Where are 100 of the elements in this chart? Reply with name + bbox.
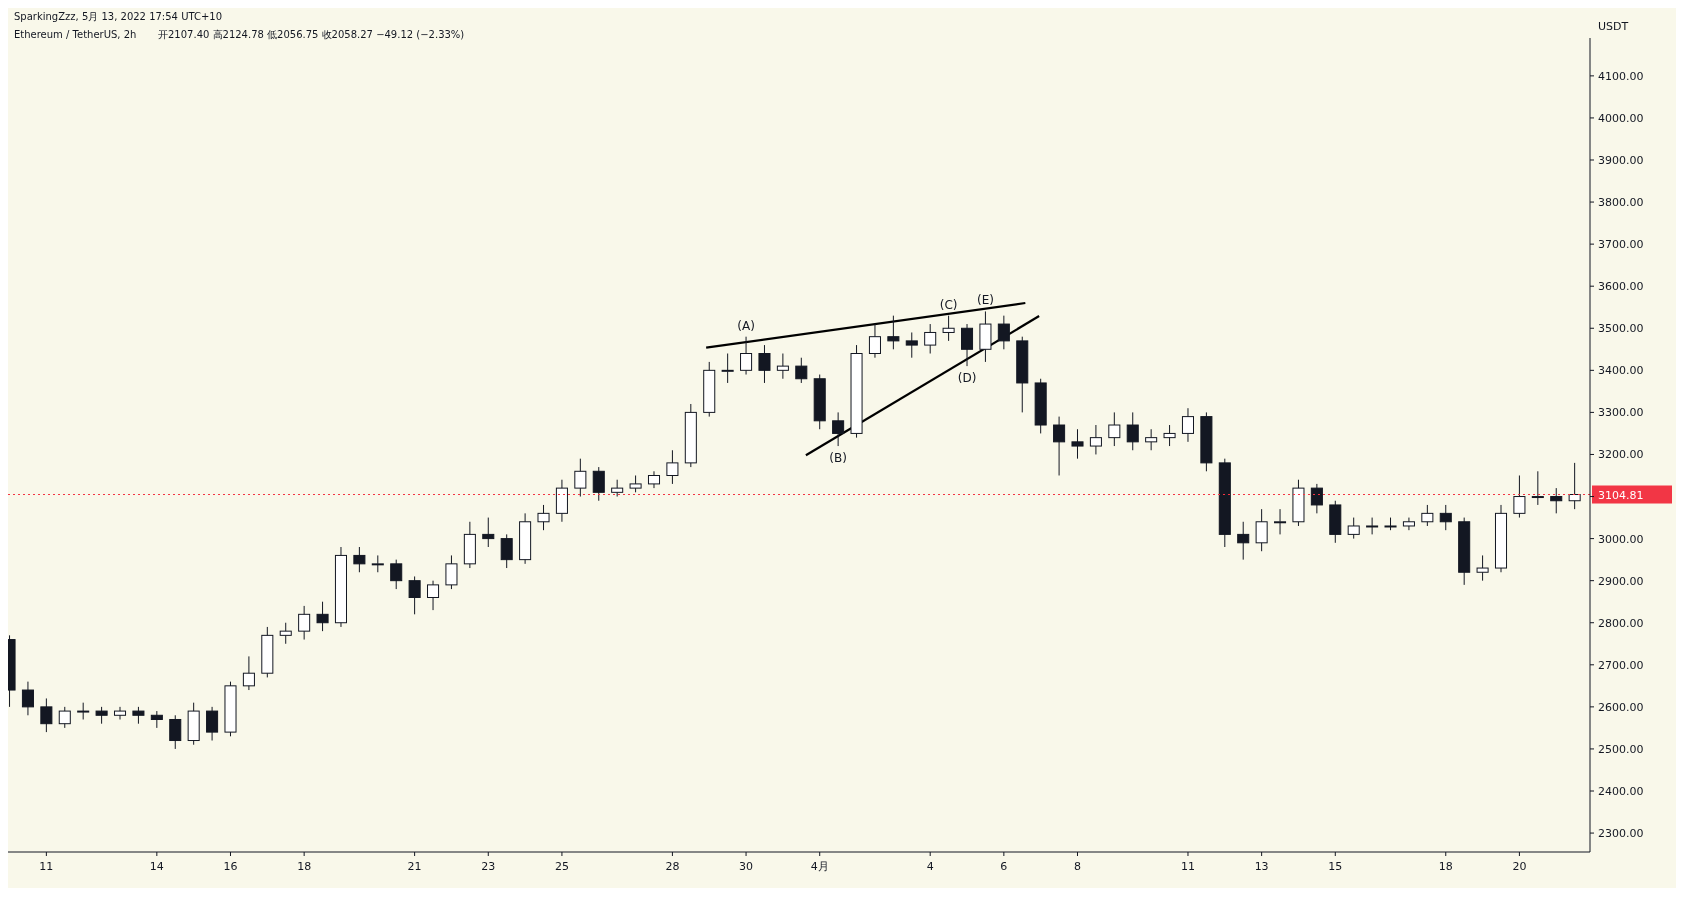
x-tick-label: 11 (1180, 860, 1195, 873)
candlestick (242, 655, 255, 691)
candlestick (721, 353, 734, 384)
candlestick (537, 504, 550, 531)
x-tick-label: 18 (1438, 860, 1453, 873)
candlestick (887, 315, 900, 350)
y-tick-label: 2700.00 (1598, 658, 1644, 672)
x-tick-label: 30 (739, 860, 754, 873)
x-tick-label: 18 (297, 860, 312, 873)
candlestick (113, 706, 127, 720)
x-tick-label: 16 (223, 860, 238, 873)
y-axis-title: USDT (1598, 20, 1629, 33)
candlestick (1237, 521, 1250, 561)
y-tick-label: 3900.00 (1598, 153, 1644, 167)
candlestick (1108, 411, 1121, 447)
candlestick (1053, 416, 1066, 476)
candlestick (316, 601, 329, 632)
y-tick-label: 2900.00 (1598, 574, 1644, 588)
candlestick (1421, 504, 1434, 527)
candlestick (1402, 517, 1415, 531)
candlestick (1550, 487, 1563, 514)
candlestick (905, 331, 918, 359)
candlestick (482, 517, 495, 548)
candlestick (353, 546, 366, 573)
y-tick-label: 3700.00 (1598, 238, 1644, 252)
y-tick-label: 2600.00 (1598, 700, 1644, 714)
x-tick-label: 25 (554, 860, 569, 873)
text: SparkingZzz, 5月 13, 2022 17:54 UTC+10 (14, 11, 223, 22)
candlestick (427, 580, 440, 611)
candlestick (592, 466, 605, 502)
annotation: (B) (829, 451, 847, 466)
y-tick-label: 4100.00 (1598, 69, 1644, 83)
y-tick-label: 2300.00 (1598, 827, 1644, 841)
candlestick (1476, 554, 1489, 582)
candlestick (1145, 428, 1158, 451)
candlestick (279, 622, 292, 645)
x-tick-label: 11 (39, 860, 54, 873)
x-tick-label: 8 (1074, 860, 1081, 873)
candlestick (832, 411, 845, 447)
candlestick (1163, 424, 1176, 447)
y-tick-label: 2800.00 (1598, 616, 1644, 630)
candlestick (961, 323, 974, 367)
x-tick-label: 21 (407, 860, 422, 873)
x-tick-label: 15 (1328, 860, 1343, 873)
candlestick (21, 681, 34, 716)
candlestick (1310, 483, 1323, 514)
y-tick-label: 3000.00 (1598, 532, 1644, 546)
candlestick (58, 706, 71, 729)
y-tick-label: 2400.00 (1598, 785, 1644, 798)
y-tick-label: 3800.00 (1598, 196, 1644, 210)
x-tick-label: 28 (665, 860, 680, 873)
x-tick-label: 6 (1000, 860, 1008, 873)
candlestick (1366, 517, 1379, 535)
candlestick (1274, 508, 1287, 535)
x-tick-label: 4月 (810, 860, 829, 873)
annotation: (E) (976, 293, 994, 308)
annotation: (A) (737, 318, 755, 333)
y-tick-label: 3200.00 (1598, 448, 1644, 462)
candlestick (868, 323, 881, 359)
x-tick-label: 20 (1512, 860, 1527, 873)
candlestick (1531, 470, 1544, 506)
x-tick-label: 13 (1254, 860, 1269, 873)
candlestick (758, 344, 771, 384)
candlestick (942, 315, 955, 342)
y-tick-label: 3400.00 (1598, 364, 1644, 378)
x-tick-label: 4 (926, 860, 934, 873)
ref-line-label: 3104.81 (1598, 488, 1644, 502)
y-tick-label: 2500.00 (1598, 742, 1644, 756)
chart-title: Ethereum / TetherUS, 2h (14, 29, 137, 40)
candlestick (390, 559, 403, 590)
candlestick (298, 605, 311, 641)
x-tick-label: 14 (149, 860, 164, 873)
candlestick (1347, 517, 1360, 540)
candlestick (1568, 462, 1581, 510)
candlestick (776, 353, 789, 380)
y-tick-label: 4000.00 (1598, 111, 1644, 125)
x-tick-label: 23 (481, 860, 496, 873)
candlestick (795, 357, 808, 384)
y-tick-label: 3500.00 (1598, 322, 1644, 336)
candlestick (445, 554, 458, 590)
candlestick (1126, 411, 1139, 451)
candlestick (1071, 428, 1084, 460)
candlestick (574, 458, 587, 498)
y-tick-label: 3300.00 (1598, 406, 1644, 420)
candlestick (924, 323, 937, 354)
candlestick (169, 714, 182, 750)
annotation: (D) (957, 371, 977, 386)
candlestick (666, 449, 679, 485)
candlestick (997, 315, 1010, 350)
candlestick (1181, 407, 1194, 443)
candlestick (500, 533, 513, 569)
candlestick (740, 336, 753, 376)
candlestick (408, 575, 421, 615)
candlestick (1255, 508, 1268, 552)
candlestick (40, 697, 53, 733)
candlestick (1089, 424, 1102, 455)
candlestick (1439, 504, 1452, 531)
chart-subtitle: 开2107.40 高2124.78 低2056.75 收2058.27 −49.12 (−2.33%) (158, 29, 465, 40)
candlestick (1513, 475, 1526, 519)
candlestick (206, 706, 219, 742)
